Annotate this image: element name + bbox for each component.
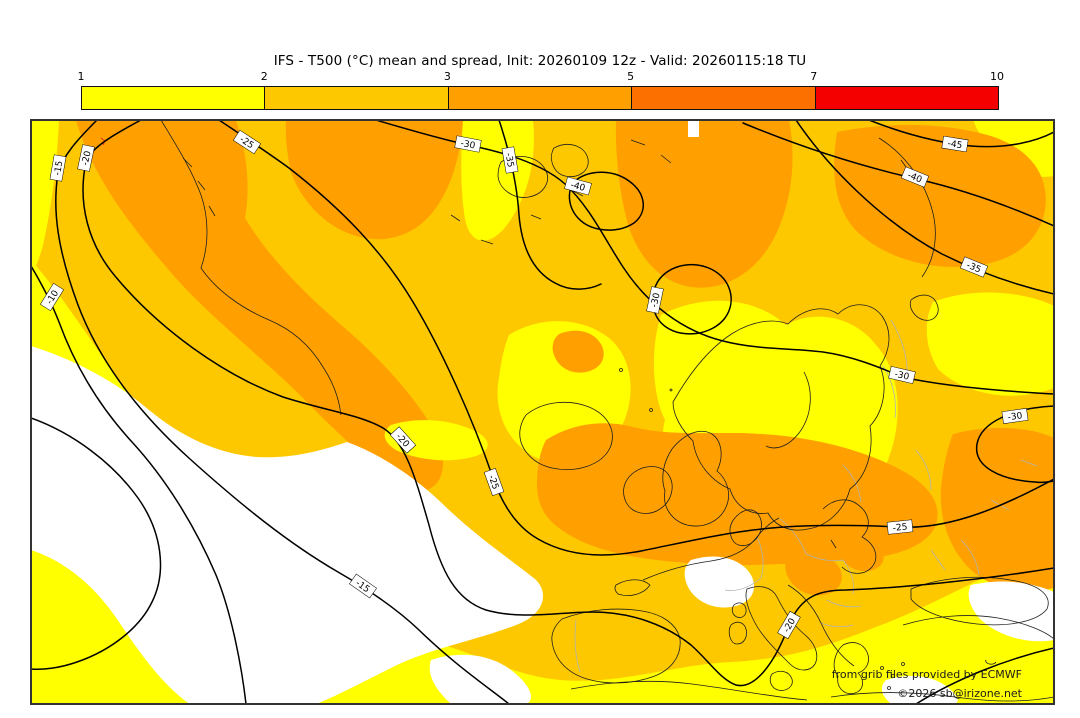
contour-label--30: -30 [888,366,916,384]
contour--5-closed [31,417,162,670]
contour-label--30: -30 [454,135,482,153]
attribution-source: from grib files provided by ECMWF [831,668,1022,681]
svg-text:-35: -35 [503,152,515,168]
colorbar-tick: 2 [260,70,268,83]
colorbar-tick: 7 [810,70,818,83]
svg-text:-20: -20 [81,150,94,167]
weather-map: -15 -20 -10 -25 -30 -35 -40 -45 -40 -35 -30 -30 -20-… [30,119,1055,705]
colorbar-segment-1-2 [82,87,265,109]
contour-label--20: -20 [389,426,417,454]
colorbar-tick: 10 [990,70,1004,83]
colorbar-tick-labels: 1 2 3 5 7 10 [77,70,1005,85]
colorbar-segment-3-5 [447,87,632,109]
fill-spread-3-5 [76,120,1054,596]
svg-text:-30: -30 [650,292,663,309]
map-frame [31,120,1054,704]
coastlines [160,120,1054,702]
contour-label--20: -20 [77,144,95,172]
contour--40-closed-low [568,171,644,231]
contour-label--35: -35 [501,146,519,174]
contour-labels: -15-20-10-25 -30-35-40-45-40-35-30-30-20-… [39,129,1029,640]
svg-text:-25: -25 [892,522,908,533]
svg-text:-30: -30 [1007,411,1023,423]
colorbar-scale [81,86,999,110]
contour-label--40: -40 [564,176,592,196]
colorbar-tick: 3 [443,70,451,83]
colorbar-segment-7-10 [814,87,999,109]
svg-text:-30: -30 [893,370,910,383]
svg-text:-15: -15 [53,160,65,176]
svg-text:-30: -30 [460,139,477,152]
contour-label--25: -25 [886,519,914,535]
contour--10 [31,265,247,704]
contour--35-east [795,120,1054,295]
contour-label--15: -15 [49,154,67,182]
contour--15-southeast [915,647,1054,704]
contour-label--25: -25 [483,467,505,497]
contour--25 [218,120,1054,556]
contour--30-closed-low [651,263,732,335]
colorbar-segment-5-7 [631,87,815,109]
contour-label--45: -45 [941,135,969,153]
contour-label--30: -30 [1001,408,1029,424]
svg-text:-40: -40 [569,180,586,194]
attribution-copyright: ©2026 sb@irizone.net [897,687,1022,700]
svg-text:-45: -45 [947,139,963,151]
svg-text:-25: -25 [486,474,500,491]
colorbar-segment-2-3 [264,87,448,109]
page-title: IFS - T500 (°C) mean and spread, Init: 2… [273,53,807,69]
colorbar-tick: 1 [77,70,85,83]
colorbar: 1 2 3 5 7 10 [77,70,1005,111]
contour-label--30: -30 [646,286,664,314]
contour--15-west [55,120,510,704]
contour--45 [868,120,1054,148]
colorbar-tick: 5 [627,70,635,83]
fill-spread-lt-1 [31,120,1054,704]
